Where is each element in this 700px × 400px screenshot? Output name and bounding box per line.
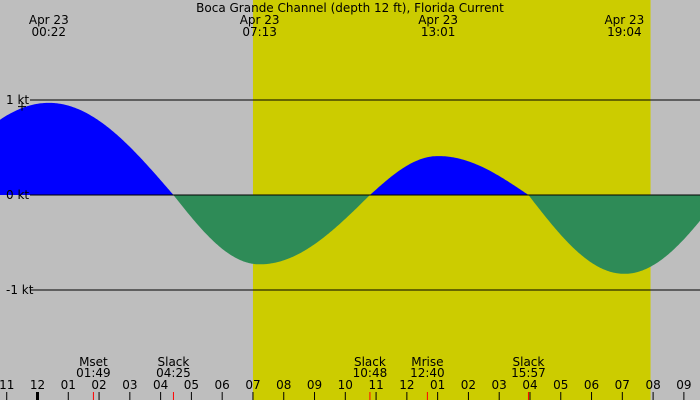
x-tick-label: 02: [461, 378, 476, 392]
extremum-date: Apr 23: [29, 13, 69, 27]
x-tick-label: 04: [522, 378, 537, 392]
event-time: 10:48: [353, 366, 388, 380]
x-tick-label: 09: [676, 378, 691, 392]
x-tick-label: 08: [645, 378, 660, 392]
x-tick-label: 09: [307, 378, 322, 392]
event-time: 04:25: [156, 366, 191, 380]
extremum-time: 19:04: [607, 25, 642, 39]
y-tick-label: -1 kt: [6, 283, 34, 297]
extremum-time: 00:22: [31, 25, 66, 39]
chart-title: Boca Grande Channel (depth 12 ft), Flori…: [196, 1, 504, 15]
extremum-date: Apr 23: [604, 13, 644, 27]
x-tick-label: 07: [245, 378, 260, 392]
ebb-current-area: [0, 195, 700, 274]
x-tick-label: 03: [492, 378, 507, 392]
x-tick-label: 06: [584, 378, 599, 392]
event-label: Mrise: [411, 355, 443, 369]
x-tick-label: 05: [553, 378, 568, 392]
x-tick-label: 04: [153, 378, 168, 392]
event-label: Mset: [79, 355, 108, 369]
y-tick-label: 0 kt: [6, 188, 29, 202]
marker-cross-icon: [18, 102, 26, 111]
x-tick-label: 03: [122, 378, 137, 392]
extremum-time: 13:01: [421, 25, 456, 39]
x-tick-label: 08: [276, 378, 291, 392]
x-tick-label: 11: [368, 378, 383, 392]
flood-current-area: [0, 102, 700, 195]
event-time: 15:57: [511, 366, 546, 380]
extremum-time: 07:13: [242, 25, 277, 39]
x-tick-label: 06: [215, 378, 230, 392]
event-label: Slack: [158, 355, 190, 369]
x-tick-label: 01: [430, 378, 445, 392]
event-time: 01:49: [76, 366, 111, 380]
x-tick-label: 11: [0, 378, 14, 392]
x-tick-label: 12: [30, 378, 45, 392]
event-label: Slack: [354, 355, 386, 369]
y-tick-label: 1 kt: [6, 93, 29, 107]
x-tick-label: 05: [184, 378, 199, 392]
event-time: 12:40: [410, 366, 445, 380]
event-label: Slack: [513, 355, 545, 369]
extremum-date: Apr 23: [240, 13, 280, 27]
x-tick-label: 10: [338, 378, 353, 392]
x-tick-label: 02: [91, 378, 106, 392]
x-tick-label: 07: [615, 378, 630, 392]
x-tick-label: 01: [61, 378, 76, 392]
x-tick-label: 12: [399, 378, 414, 392]
extremum-date: Apr 23: [418, 13, 458, 27]
